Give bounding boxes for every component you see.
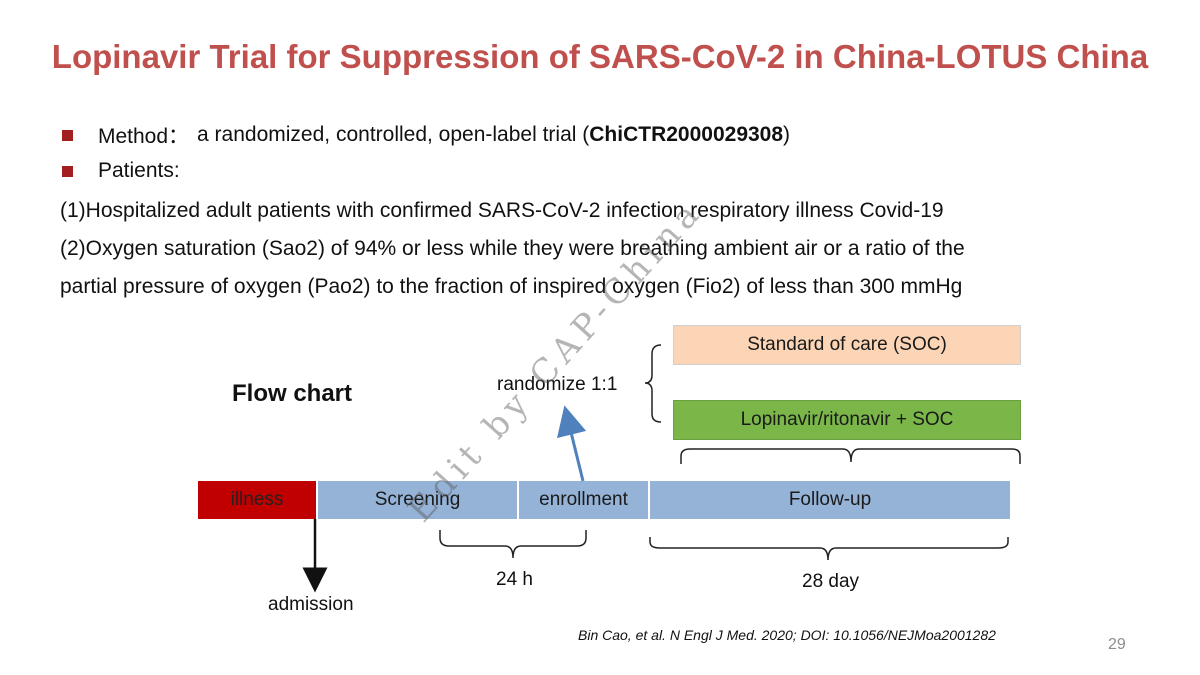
illness-segment: illness [198,481,316,519]
criteria-line-3: partial pressure of oxygen (Pao2) to the… [60,275,963,298]
method-close: ) [783,123,791,146]
method-label: Method： [98,125,190,148]
criteria-line-1: (1)Hospitalized adult patients with conf… [60,199,944,222]
method-text: a randomized, controlled, open-label tri… [197,123,590,146]
bullet-patients: Patients: [62,159,180,183]
citation: Bin Cao, et al. N Engl J Med. 2020; DOI:… [578,627,996,643]
slide-title: Lopinavir Trial for Suppression of SARS-… [51,38,1149,75]
admission-label: admission [268,594,354,615]
trial-id: ChiCTR2000029308 [589,123,784,146]
followup-segment: Follow-up [650,481,1010,519]
flow-chart-title: Flow chart [232,380,353,407]
hours-label: 24 h [496,569,533,590]
randomize-label: randomize 1:1 [497,374,618,395]
randomize-arrow [557,405,587,482]
days-brace [649,537,1009,561]
lopinavir-arm-box: Lopinavir/ritonavir + SOC [673,400,1021,440]
square-bullet-icon [62,165,73,177]
patients-label: Patients: [98,159,180,182]
enrollment-segment: enrollment [519,481,648,519]
arms-brace [680,448,1021,464]
page-number: 29 [1108,636,1126,653]
bullet-method: Method： a randomized, controlled, open-l… [62,120,790,150]
randomize-bracket [644,344,662,423]
screening-segment: Screening [318,481,517,519]
days-label: 28 day [802,571,860,592]
criteria-line-2: (2)Oxygen saturation (Sao2) of 94% or le… [60,237,965,260]
hours-brace [439,530,587,559]
square-bullet-icon [62,129,73,141]
soc-arm-box: Standard of care (SOC) [673,325,1021,365]
